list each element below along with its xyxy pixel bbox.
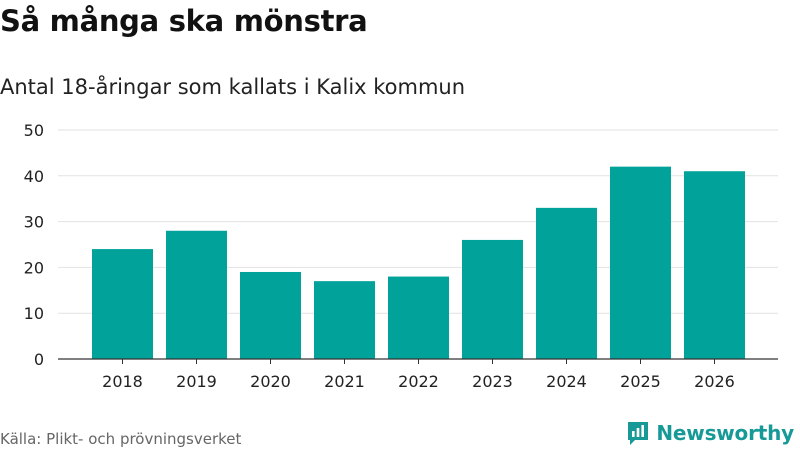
x-tick-label: 2020 (250, 372, 291, 391)
x-tick-label: 2018 (102, 372, 143, 391)
x-tick-label: 2021 (324, 372, 365, 391)
y-tick-label: 0 (34, 350, 44, 369)
bar-2024 (536, 207, 597, 359)
bar-2020 (240, 271, 301, 359)
y-axis-ticks: 0 10 20 30 40 50 (24, 121, 44, 369)
chart-subtitle: Antal 18-åringar som kallats i Kalix kom… (0, 75, 466, 99)
y-tick-label: 30 (24, 213, 44, 232)
bar-2018 (92, 249, 153, 359)
x-tick-label: 2024 (546, 372, 587, 391)
bar-2021 (314, 281, 375, 359)
bar-chart: 0 10 20 30 40 50 2018 2019 2020 2021 2022 2023 2024… (24, 121, 778, 391)
y-tick-label: 40 (24, 167, 44, 186)
x-tick-label: 2023 (472, 372, 513, 391)
x-tick-label: 2019 (176, 372, 217, 391)
brand-name: Newsworthy (656, 421, 794, 445)
bars (92, 166, 745, 359)
bar-2026 (684, 171, 745, 359)
x-tick-label: 2026 (694, 372, 735, 391)
y-tick-label: 50 (24, 121, 44, 140)
brand-logo: Newsworthy (626, 420, 794, 446)
x-axis-ticks: 2018 2019 2020 2021 2022 2023 2024 2025 2026 (102, 359, 735, 391)
x-tick-label: 2022 (398, 372, 439, 391)
bar-2019 (166, 230, 227, 359)
chart-title: Så många ska mönstra (0, 4, 368, 38)
source-note: Källa: Plikt- och prövningsverket (0, 430, 242, 448)
bar-2022 (388, 276, 449, 359)
bar-2023 (462, 239, 523, 359)
bar-2025 (610, 166, 671, 359)
x-tick-label: 2025 (620, 372, 661, 391)
y-tick-label: 10 (24, 304, 44, 323)
y-tick-label: 20 (24, 258, 44, 277)
newsworthy-logo-icon (628, 422, 649, 445)
